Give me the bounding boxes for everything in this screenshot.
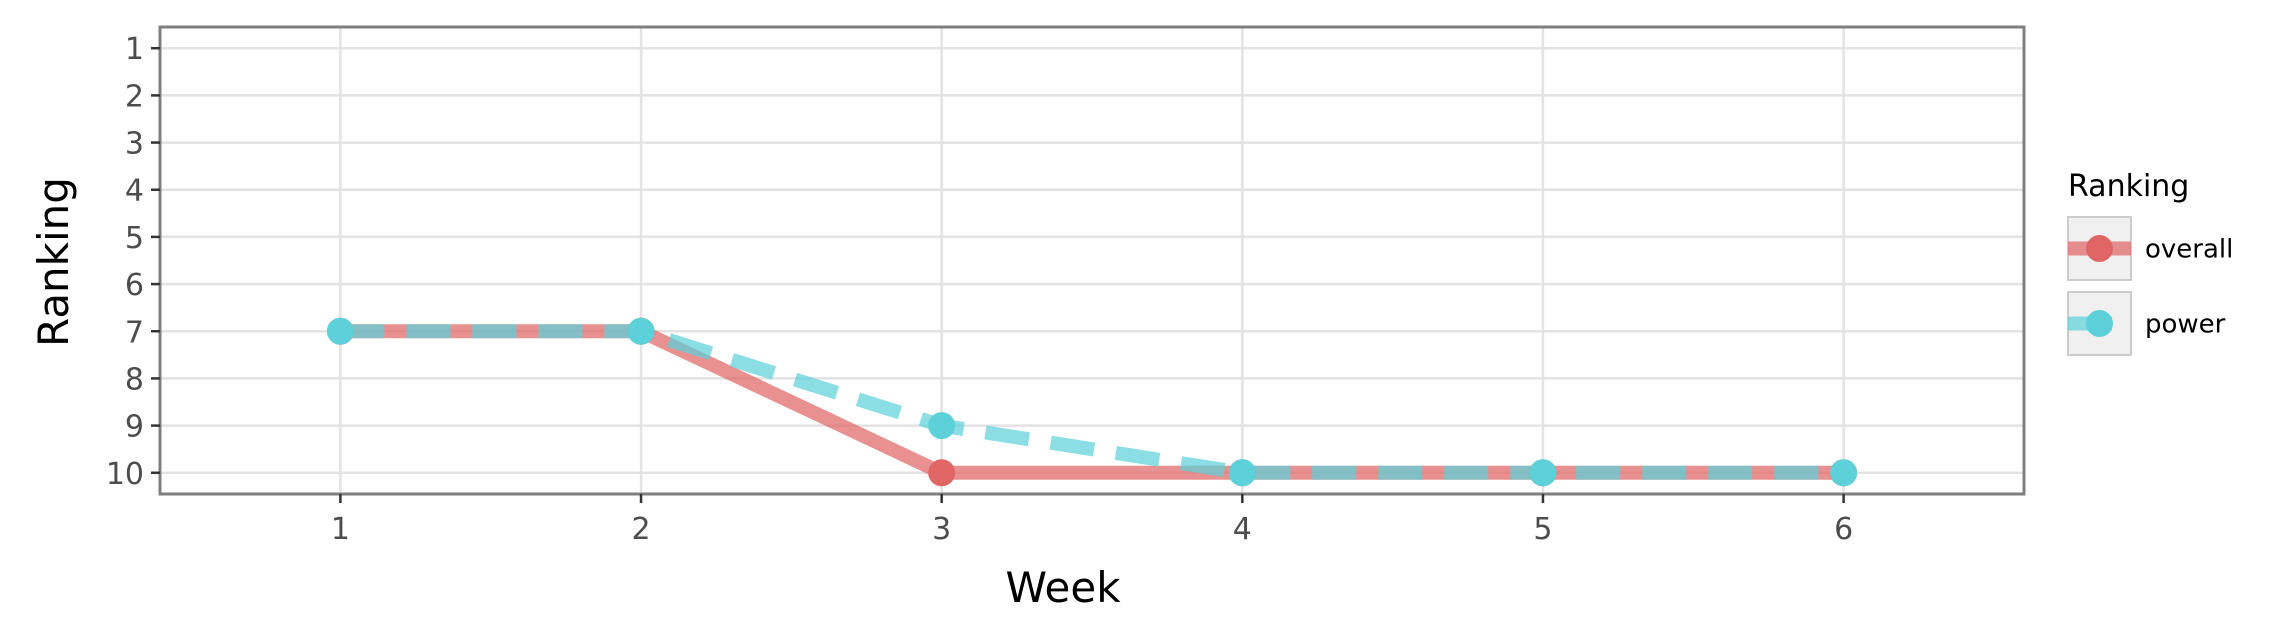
panel-background (160, 27, 2024, 494)
x-tick-label: 1 (331, 512, 350, 547)
legend-label: power (2145, 310, 2226, 340)
y-tick-labels: 1 2 3 4 5 6 7 8 9 10 (106, 32, 144, 492)
y-tick-label: 3 (125, 127, 144, 162)
y-axis-title: Ranking (29, 177, 78, 347)
x-tick-label: 4 (1233, 512, 1252, 547)
legend-marker (2086, 310, 2113, 337)
legend-items: overall power (2067, 216, 2233, 356)
y-tick-label: 9 (125, 410, 144, 445)
x-tick-label: 6 (1834, 512, 1853, 547)
series-points (326, 317, 1858, 487)
axis-ticks (151, 46, 1845, 503)
y-tick-label: 8 (125, 362, 144, 397)
y-tick-label: 7 (125, 315, 144, 350)
y-tick-label: 10 (106, 457, 144, 492)
x-tick-label: 5 (1533, 512, 1552, 547)
point-power (1529, 459, 1557, 487)
legend-item-overall: overall (2067, 216, 2233, 281)
grid-lines (160, 27, 2024, 494)
point-power (1830, 459, 1858, 487)
legend-item-power: power (2067, 291, 2226, 356)
legend-label: overall (2145, 235, 2233, 265)
point-power (627, 317, 655, 345)
x-tick-label: 2 (631, 512, 650, 547)
point-power (1228, 459, 1256, 487)
y-tick-label: 6 (125, 268, 144, 303)
x-axis-title: Week (1005, 563, 1121, 612)
point-power (326, 317, 354, 345)
y-tick-label: 2 (125, 79, 144, 114)
series-lines (340, 324, 1844, 480)
panel-border (158, 25, 2026, 496)
y-tick-label: 1 (125, 32, 144, 67)
legend: Ranking overall power (2067, 169, 2233, 356)
x-tick-labels: 1 2 3 4 5 6 (331, 512, 1853, 547)
series-line-power (340, 324, 1844, 480)
legend-marker (2086, 235, 2113, 262)
point-overall (928, 459, 956, 487)
x-tick-label: 3 (932, 512, 951, 547)
legend-title: Ranking (2068, 169, 2189, 204)
y-tick-label: 4 (125, 174, 144, 209)
point-power (928, 412, 956, 440)
y-tick-label: 5 (125, 221, 144, 256)
